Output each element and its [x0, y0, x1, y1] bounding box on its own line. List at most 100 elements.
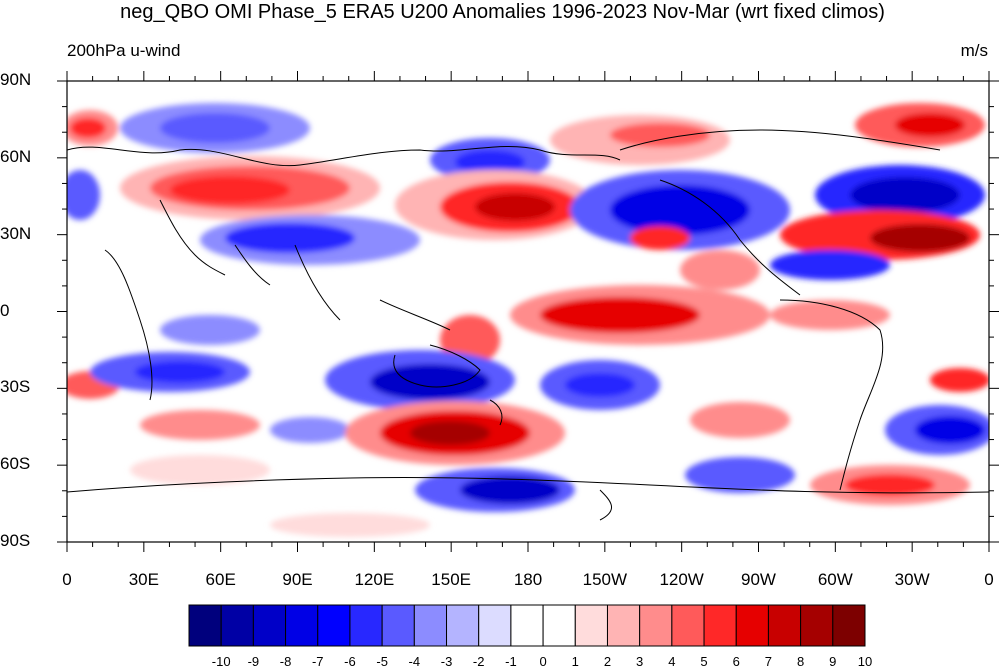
longitude-label: 120E	[354, 570, 395, 589]
anomaly-blob	[67, 170, 100, 220]
anomaly-blob	[845, 474, 935, 496]
colorbar-swatch	[703, 604, 737, 647]
anomaly-blob	[225, 223, 355, 253]
latitude-label: 60S	[0, 454, 31, 474]
colorbar-swatch	[574, 604, 608, 647]
anomaly-blob	[690, 402, 790, 438]
colorbar-label: 7	[764, 654, 773, 669]
anomaly-blob	[270, 417, 350, 443]
colorbar-label: -4	[408, 654, 421, 669]
longitude-label: 120W	[659, 570, 704, 589]
colorbar-swatch	[671, 604, 705, 647]
anomaly-blob	[160, 113, 270, 143]
anomaly-blob	[895, 113, 965, 137]
anomaly-blob	[870, 224, 970, 252]
anomaly-blob	[540, 297, 700, 333]
latitude-label: 0	[0, 300, 10, 320]
colorbar-label: 3	[636, 654, 644, 669]
colorbar-label: -10	[211, 654, 231, 669]
longitude-label: 30W	[894, 570, 930, 589]
longitude-label: 90E	[282, 570, 313, 589]
anomaly-blob	[70, 118, 106, 138]
colorbar-swatch	[510, 604, 544, 647]
anomaly-blob	[455, 150, 525, 174]
colorbar-label: -2	[472, 654, 485, 669]
longitude-label: 150E	[431, 570, 472, 589]
colorbar-swatch	[188, 604, 222, 647]
latitude-label: 90S	[0, 531, 31, 550]
anomaly-blob	[850, 177, 960, 213]
colorbar-label: 8	[796, 654, 805, 669]
colorbar-swatch	[478, 604, 512, 647]
colorbar-label: 5	[700, 654, 708, 669]
longitude-label: 60E	[205, 570, 236, 589]
anomaly-blob	[930, 368, 989, 392]
anomaly-blob	[370, 364, 490, 400]
colorbar-swatch	[767, 604, 802, 647]
latitude-label: 60N	[0, 146, 32, 166]
colorbar-label: 1	[571, 654, 579, 669]
latitude-label: 30N	[0, 223, 32, 243]
longitude-label: 180	[513, 570, 543, 589]
colorbar-label: -1	[505, 654, 517, 669]
anomaly-blob	[410, 421, 490, 445]
colorbar-swatch	[413, 604, 448, 647]
colorbar-label: 9	[829, 654, 837, 669]
longitude-label: 30E	[128, 570, 159, 589]
colorbar-label: -3	[440, 654, 453, 669]
anomaly-blob	[680, 250, 760, 290]
colorbar-label: -8	[279, 654, 292, 669]
colorbar-label: 6	[732, 654, 740, 669]
units-label: m/s	[960, 41, 988, 60]
variable-label: 200hPa u-wind	[67, 41, 181, 60]
colorbar-swatch	[220, 604, 254, 647]
map-title: neg_QBO OMI Phase_5 ERA5 U200 Anomalies …	[120, 1, 885, 23]
longitude-label: 0	[62, 570, 72, 589]
colorbar-swatch	[285, 604, 319, 647]
colorbar-label: 10	[857, 654, 873, 669]
colorbar-swatch	[542, 604, 576, 647]
anomaly-blob	[630, 226, 690, 250]
anomaly-blob	[565, 373, 635, 397]
colorbar-swatch	[639, 604, 673, 647]
colorbar-swatch	[606, 604, 641, 647]
colorbar-label: 4	[668, 654, 676, 669]
anomaly-blob	[160, 315, 260, 345]
colorbar-label: -9	[247, 654, 260, 669]
anomaly-blob	[770, 300, 890, 330]
latitude-label: 30S	[0, 377, 31, 397]
colorbar-swatch	[381, 604, 415, 647]
longitude-label: 90W	[741, 570, 776, 589]
colorbar-swatch	[317, 604, 351, 647]
colorbar-label: -7	[311, 654, 324, 669]
latitude-label: 90N	[0, 70, 32, 89]
colorbar-swatch	[252, 604, 287, 647]
anomaly-blob	[770, 250, 890, 280]
colorbar-label: 2	[603, 654, 612, 669]
anomaly-blob	[685, 457, 795, 493]
axis-ticks	[57, 71, 999, 552]
longitude-label: 0	[984, 570, 994, 589]
longitude-label: 60W	[817, 570, 853, 589]
anomaly-blob	[130, 455, 270, 485]
colorbar-swatch	[349, 604, 383, 647]
anomaly-blob	[270, 513, 430, 537]
coastlines	[67, 129, 989, 521]
anomaly-blob	[610, 185, 750, 235]
anomaly-blob	[170, 176, 290, 204]
colorbar-label: 0	[539, 654, 547, 669]
colorbar	[188, 604, 866, 647]
colorbar-swatch	[735, 604, 769, 647]
anomaly-blob	[610, 123, 710, 147]
colorbar-swatch	[832, 604, 866, 647]
anomaly-blob	[475, 193, 555, 221]
anomaly-blob	[135, 361, 225, 383]
colorbar-label: -5	[376, 654, 388, 669]
longitude-label: 150W	[582, 570, 628, 589]
colorbar-label: -6	[344, 654, 356, 669]
colorbar-swatch	[446, 604, 480, 647]
anomaly-blob	[460, 476, 560, 504]
anomaly-blob	[915, 416, 985, 444]
anomaly-field	[67, 81, 989, 542]
